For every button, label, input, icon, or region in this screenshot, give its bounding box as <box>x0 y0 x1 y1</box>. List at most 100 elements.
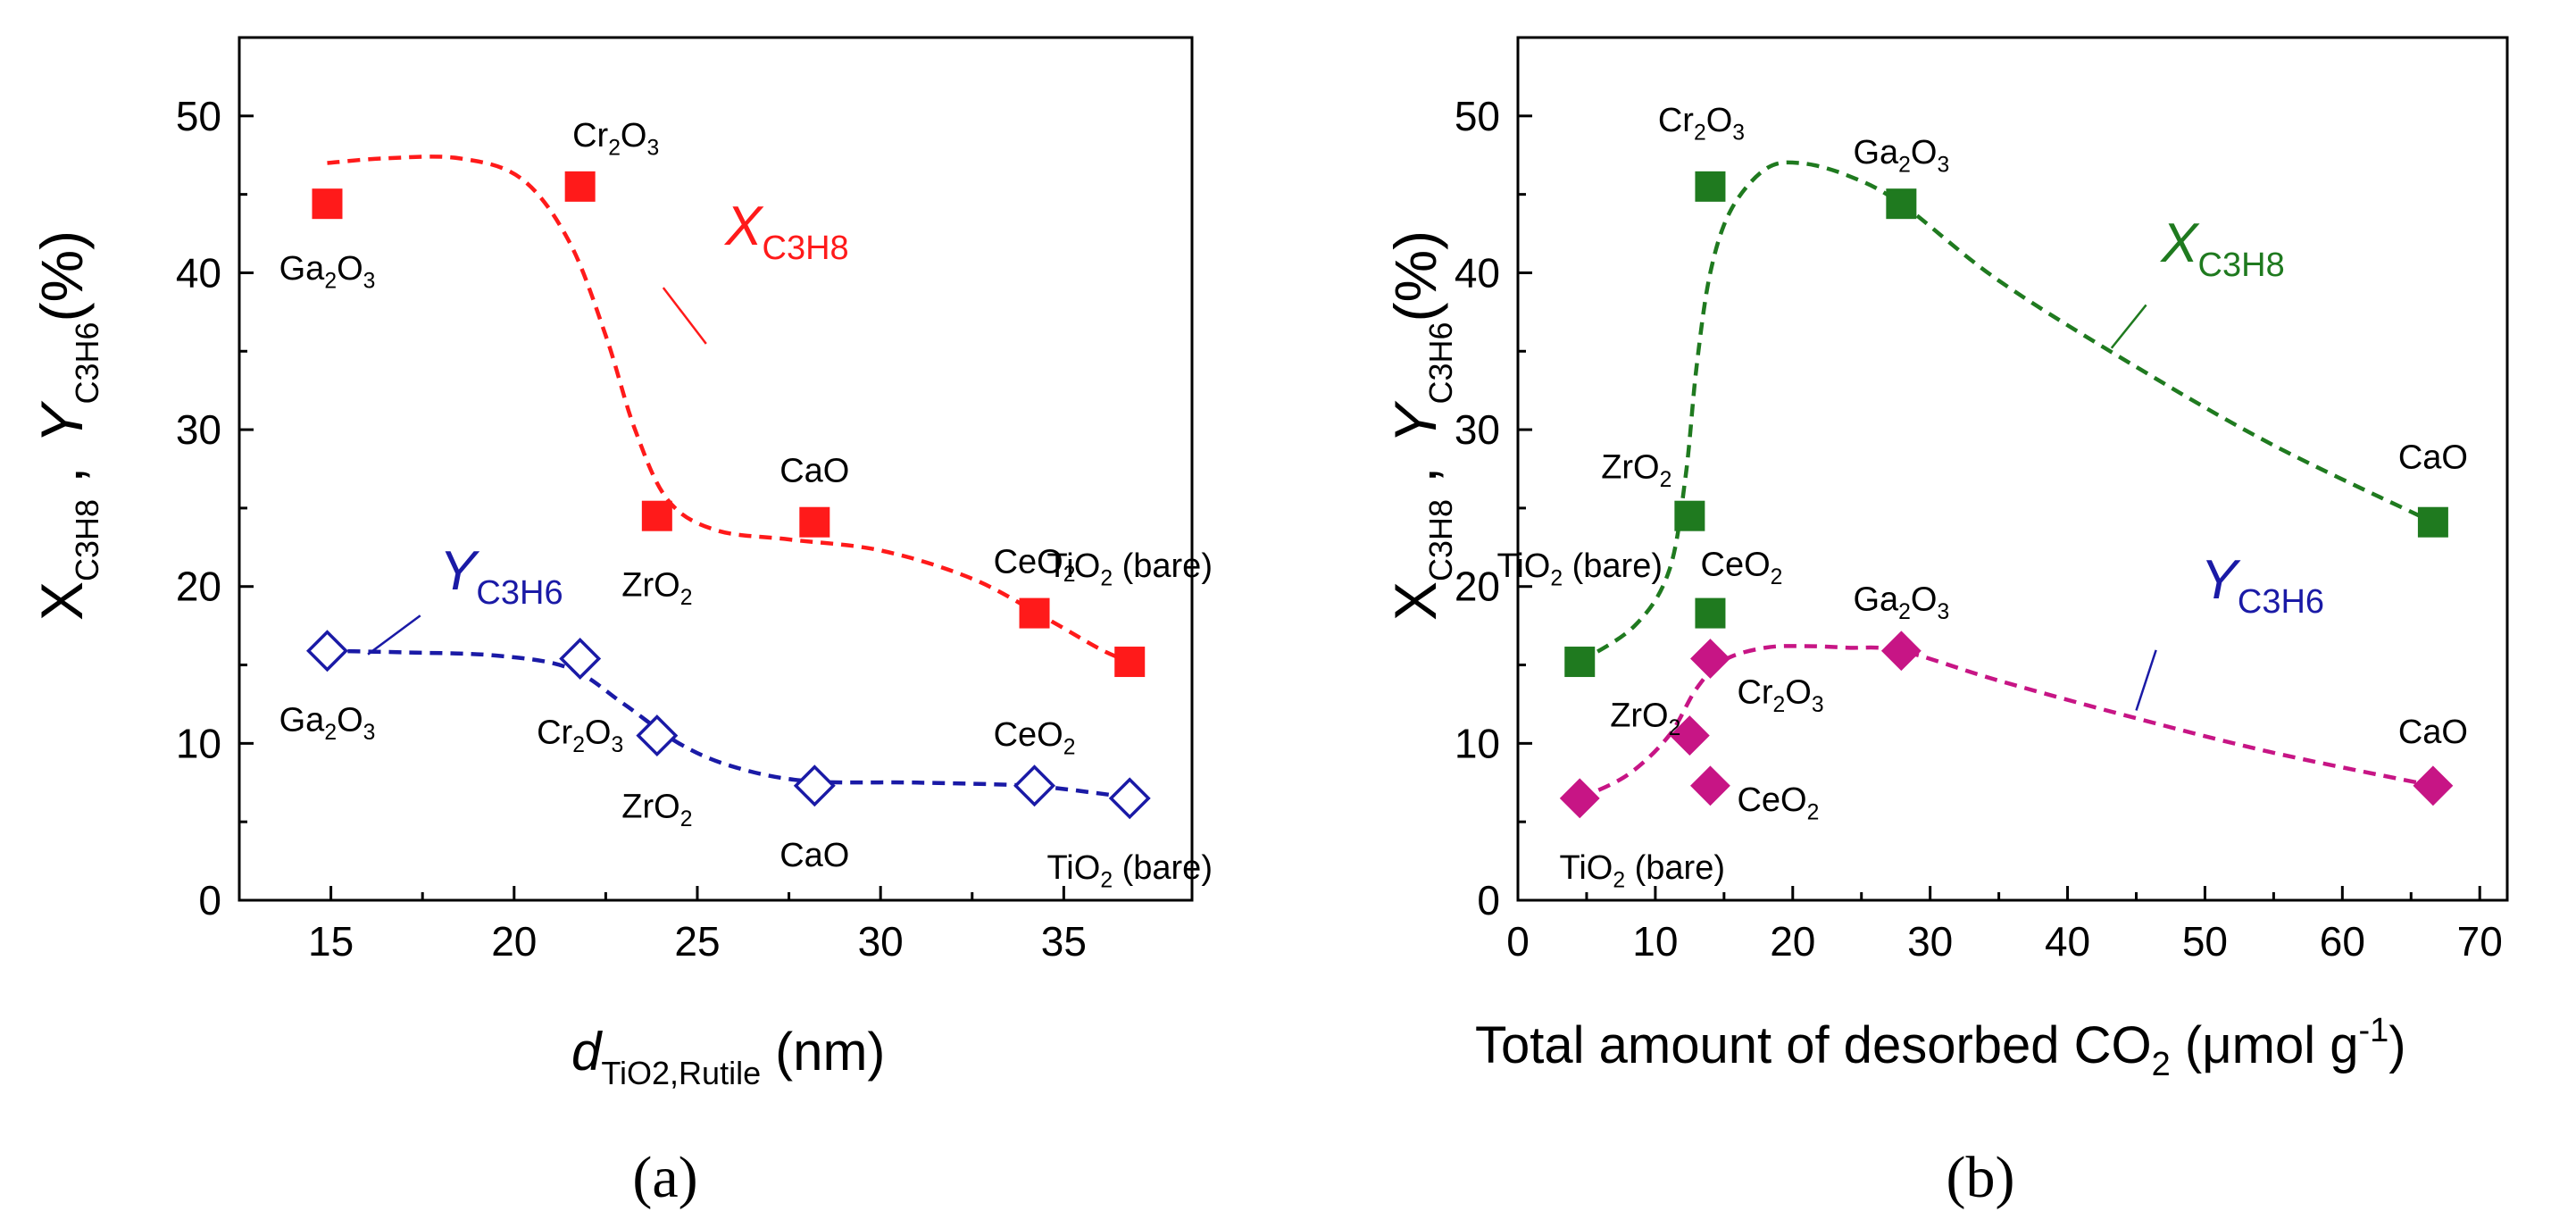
panel-b-x-tick-label: 20 <box>1770 918 1815 965</box>
panel-a-series-x-c3h8-point-label: TiO2 (bare) <box>1047 547 1213 591</box>
svg-text:XC3H8,YC3H6(%): XC3H8, YC3H6(%) <box>29 230 105 621</box>
panel-b-xlabel-unit: (μmol g <box>2171 1016 2359 1074</box>
panel-a-series-x-c3h8-point-label: Ga2O3 <box>279 250 376 294</box>
panel-b-y-tick-label: 50 <box>1455 93 1500 139</box>
panel-b-series-x-c3h8-point-label: CaO <box>2398 439 2468 477</box>
panel-b-x-tick-label: 0 <box>1506 918 1530 965</box>
panel-a-series-y-c3h6-marker <box>559 638 602 680</box>
panel-a-series-y-c3h6-point-label: ZrO2 <box>621 789 692 832</box>
panel-a-series-x-c3h8-marker <box>1019 597 1050 629</box>
panel-a-series-x-c3h8-point-label: CaO <box>779 453 849 490</box>
panel-a-series-x-c3h8-marker <box>312 188 343 220</box>
panel-a-series-y-c3h6-leader-line <box>367 614 421 656</box>
panel-b-ylabel-sep: , <box>1382 467 1448 483</box>
panel-b-x-tick-label: 50 <box>2182 918 2228 965</box>
panel-b-series-x-c3h8-marker <box>1564 647 1596 678</box>
panel-b-x-tick-label: 70 <box>2457 918 2503 965</box>
panel-b-x-tick-label: 60 <box>2320 918 2365 965</box>
panel-b-series-x-c3h8: TiO2 (bare) ZrO2 Cr2O3 CeO2 Ga2O3 CaO XC3H8 <box>1497 102 2468 678</box>
panel-a-series-x-c3h8-point-label: ZrO2 <box>621 567 692 611</box>
panel-a-series-y-c3h6-point-label: Ga2O3 <box>279 702 376 746</box>
panel-b-plot-frame <box>1516 36 2509 902</box>
panel-b-series-x-c3h8-marker <box>2417 506 2448 538</box>
panel-a-y-tick-label: 20 <box>176 564 221 610</box>
panel-a-ylabel-y: Y <box>29 401 95 444</box>
panel-b-series-y-c3h6-marker <box>1559 778 1600 819</box>
panel-b-series-y-c3h6-marker <box>1690 639 1730 679</box>
panel-a-ylabel-x-sub: C3H8 <box>69 499 105 581</box>
panel-b-series-x-c3h8-point-label: Ga2O3 <box>1853 134 1949 178</box>
panel-a-ylabel-sep: , <box>29 467 95 483</box>
panel-b-xlabel-sup: -1 <box>2358 1012 2388 1049</box>
panel-a-series-y-c3h6-marker <box>1013 764 1056 807</box>
panel-b-series-y-c3h6-trend-line <box>1579 644 2434 800</box>
panel-a-x-tick-label: 35 <box>1041 918 1087 965</box>
panel-a-y-tick-label: 0 <box>198 877 221 923</box>
panel-b-y-axis-label: XC3H8, YC3H6(%) <box>1382 230 1459 621</box>
panel-b-series-y-c3h6-leader-line <box>2135 649 2157 711</box>
panel-b-ylabel-unit: (%) <box>1382 230 1448 322</box>
panel-a-series-x-c3h8-point-label: Cr2O3 <box>572 117 659 161</box>
panel-b-x-tick-label: 10 <box>1632 918 1678 965</box>
panel-b-series-x-c3h8-marker <box>1695 171 1726 202</box>
panel-a-ylabel-unit: (%) <box>29 230 95 322</box>
panel-b-x-axis-label: Total amount of desorbed CO2 (μmol g-1) <box>1475 1012 2406 1083</box>
panel-a-series-y-c3h6-point-label: Cr2O3 <box>537 714 623 758</box>
panel-b-y-tick-label: 20 <box>1455 564 1500 610</box>
panel-b-y-tick-label: 0 <box>1477 877 1500 923</box>
panel-a-x-tick-label: 20 <box>491 918 537 965</box>
panel-b-ylabel-y-sub: C3H6 <box>1422 322 1459 405</box>
panel-a-xlabel-unit: (nm) <box>775 1022 885 1082</box>
panel-a-series-x-c3h8-marker <box>799 506 830 538</box>
panel-b-series-y-c3h6-marker <box>1880 631 1922 672</box>
panel-a-ylabel-x: X <box>29 581 95 621</box>
panel-a-y-tick-label: 50 <box>176 93 221 139</box>
panel-a-label: (a) <box>632 1145 697 1210</box>
panel-b-xlabel-main: Total amount of desorbed CO <box>1475 1016 2152 1074</box>
panel-b-series-y-c3h6-point-label: Cr2O3 <box>1737 674 1823 718</box>
panel-b-y-tick-label: 30 <box>1455 406 1500 453</box>
panel-b-ylabel-x: X <box>1382 581 1448 621</box>
panel-a-series-x-c3h8-point-label: CeO2 <box>994 544 1076 588</box>
panel-a-x-tick-label: 25 <box>674 918 720 965</box>
panel-b-xlabel-close: ) <box>2388 1016 2405 1074</box>
panel-a-series-x-c3h8-marker <box>641 500 672 531</box>
panel-b-series-y-c3h6-name-label: YC3H6 <box>2201 549 2325 621</box>
panel-b-series-y-c3h6-marker <box>1690 765 1730 806</box>
panel-b-series-x-c3h8-leader-line <box>2110 304 2147 349</box>
panel-b-ylabel-y: Y <box>1382 401 1448 444</box>
panel-b-series-x-c3h8-marker <box>1674 500 1705 531</box>
panel-a-series-y-c3h6-marker <box>1108 777 1151 820</box>
svg-text:Total amount of desorbed CO2 (: Total amount of desorbed CO2 (μmol g-1) <box>1475 1012 2406 1083</box>
panel-a: XC3H8,YC3H6(%) dTiO2,Rutile (nm) (a) 15 20… <box>29 36 1213 1210</box>
panel-a-series-x-c3h8-marker <box>1114 647 1146 678</box>
panel-a-series-y-c3h6-point-label: CaO <box>779 837 849 874</box>
panel-a-y-tick-label: 10 <box>176 720 221 766</box>
panel-b: XC3H8,YC3H6(%) Total amount of desorbed … <box>1382 36 2509 1210</box>
panel-a-series-y-c3h6-marker <box>306 630 348 672</box>
panel-a-series-x-c3h8-name-label: XC3H8 <box>723 196 849 267</box>
panel-a-series-y-c3h6-trend-line <box>327 648 1130 801</box>
panel-b-series-x-c3h8-point-label: CeO2 <box>1701 547 1783 590</box>
panel-a-series-y-c3h6-marker <box>636 714 679 757</box>
panel-b-series-y-c3h6-point-label: ZrO2 <box>1610 698 1680 741</box>
panel-b-series-x-c3h8-point-label: Cr2O3 <box>1658 102 1745 146</box>
panel-a-series-y-c3h6-marker <box>793 764 836 807</box>
panel-a-series-y-c3h6-point-label: TiO2 (bare) <box>1047 849 1213 893</box>
panel-a-xlabel-sub: TiO2,Rutile <box>601 1055 761 1091</box>
panel-a-y-tick-label: 40 <box>176 249 221 296</box>
panel-b-series-y-c3h6-marker <box>2413 765 2454 806</box>
panel-a-series-x-c3h8-leader-line <box>662 287 707 345</box>
panel-b-series-y-c3h6-point-label: CaO <box>2398 714 2468 751</box>
panel-b-series-y-c3h6: TiO2 (bare) ZrO2 Cr2O3 CeO2 Ga2O3 CaO YC3H6 <box>1560 549 2468 892</box>
panel-b-series-x-c3h8-marker <box>1695 597 1726 629</box>
panel-a-x-tick-label: 30 <box>858 918 904 965</box>
panel-b-x-tick-label: 40 <box>2045 918 2090 965</box>
panel-a-x-tick-label: 15 <box>308 918 354 965</box>
panel-b-series-x-c3h8-marker <box>1886 188 1917 220</box>
panel-a-series-x-c3h8-trend-line <box>327 155 1131 664</box>
panel-a-series-y-c3h6-point-label: CeO2 <box>994 716 1076 760</box>
